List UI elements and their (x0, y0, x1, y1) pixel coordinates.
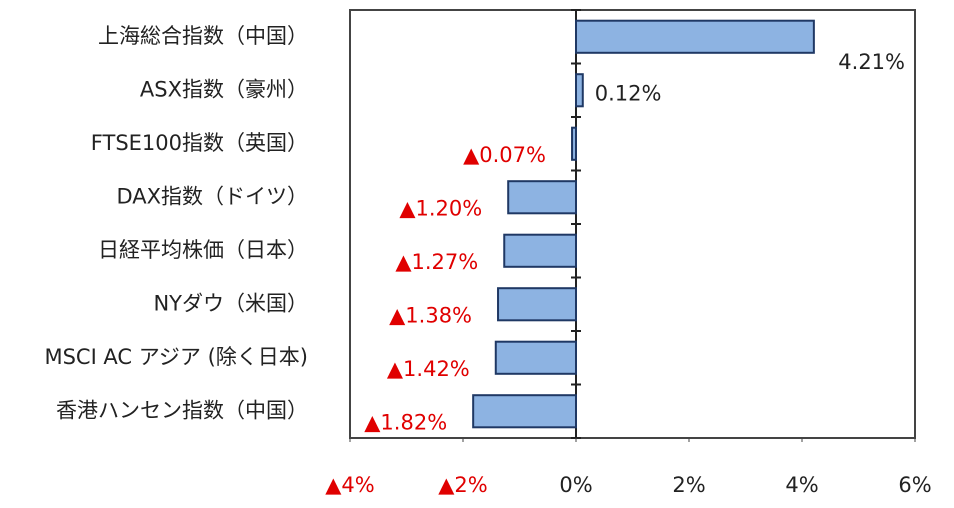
y-tick-label: 香港ハンセン指数（中国） (56, 398, 308, 422)
bar (472, 394, 578, 429)
y-tick-label: 日経平均株価（日本） (98, 238, 308, 262)
y-tick-label: DAX指数（ドイツ） (116, 184, 308, 208)
bar (571, 126, 577, 161)
x-tick-label: 0% (559, 473, 592, 497)
y-tick-label: 上海総合指数（中国） (98, 24, 308, 48)
y-tick-label: NYダウ（米国） (153, 291, 308, 315)
bar (575, 19, 815, 54)
value-label: ▲1.27% (395, 250, 478, 274)
x-tick-label: 4% (785, 473, 818, 497)
plot-frame (349, 9, 916, 439)
x-tick-label: 6% (898, 473, 931, 497)
value-label: ▲1.20% (399, 196, 482, 220)
y-tick-label: FTSE100指数（英国） (91, 131, 308, 155)
x-tick-label: ▲2% (438, 473, 487, 497)
bar (503, 233, 577, 268)
y-tick-label: ASX指数（豪州） (140, 77, 308, 101)
value-label: ▲1.38% (389, 303, 472, 327)
value-label: ▲0.07% (463, 143, 546, 167)
bar (507, 180, 578, 215)
bar (494, 340, 577, 375)
bar (497, 287, 577, 322)
y-tick-label: MSCI AC アジア (除く日本) (44, 345, 308, 369)
bar (575, 73, 584, 108)
value-label: ▲1.82% (364, 410, 447, 434)
x-tick-label: ▲4% (325, 473, 374, 497)
value-label: ▲1.42% (387, 357, 470, 381)
value-label: 4.21% (838, 50, 905, 74)
value-label: 0.12% (595, 81, 662, 105)
x-tick-label: 2% (672, 473, 705, 497)
